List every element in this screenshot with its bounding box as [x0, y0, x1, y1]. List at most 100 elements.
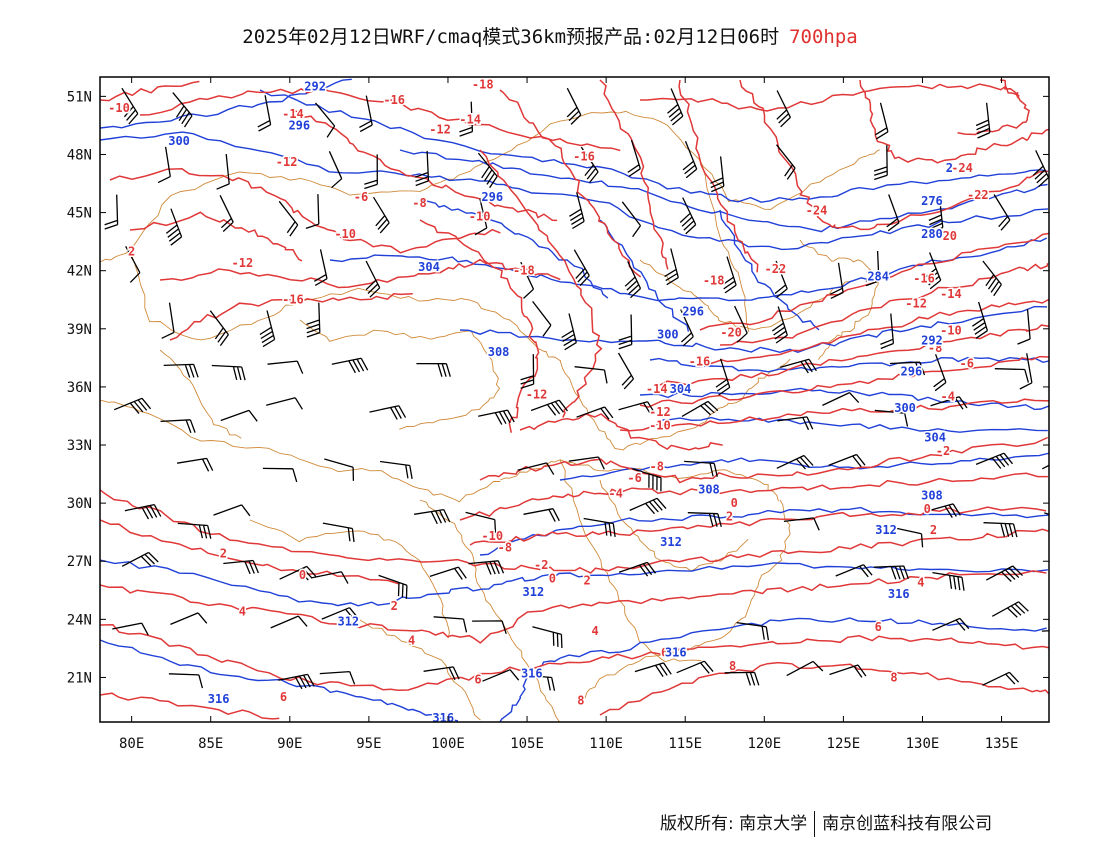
wind-barb [161, 302, 175, 339]
temperature-contour [159, 258, 561, 289]
wind-barb [566, 87, 582, 125]
lat-tick-label: 39N [67, 322, 92, 338]
wind-barb [982, 671, 1020, 686]
temperature-contour [100, 570, 1047, 644]
wind-barb [305, 194, 320, 230]
temperature-label: -2 [534, 558, 548, 572]
height-contour [649, 356, 1049, 373]
height-contour [259, 89, 1049, 203]
height-label: 316 [208, 692, 230, 706]
temperature-contour [479, 436, 1049, 484]
height-label: 312 [875, 523, 897, 537]
height-label: 308 [921, 488, 943, 502]
temperature-label: -18 [513, 264, 535, 278]
wind-barb [112, 622, 149, 636]
lat-tick-label: 42N [67, 264, 92, 280]
border-line [419, 499, 561, 722]
temperature-contour [100, 489, 1049, 574]
wind-barb [328, 151, 343, 189]
map-frame [99, 76, 1050, 723]
map-axes: 80E 85E 90E 95E 100E 105E 110E 115E 120E 125E 130E… [67, 77, 1049, 752]
height-label: 280 [921, 227, 943, 241]
wind-barb [583, 517, 616, 537]
wind-barb [219, 195, 234, 232]
temperature-label: -14 [940, 287, 962, 301]
wind-barb [865, 250, 880, 287]
lat-tick-label: 48N [67, 147, 92, 163]
wind-barb [972, 301, 989, 339]
wind-barb [413, 508, 451, 525]
temperature-label: 2 [220, 546, 227, 560]
wind-barb [925, 252, 942, 290]
height-label: 296 [682, 304, 704, 318]
wind-barb [664, 248, 679, 286]
wind-barb [722, 256, 737, 294]
lat-tick-label: 30N [67, 496, 92, 512]
wind-barb [715, 358, 731, 396]
wind-barb [157, 146, 171, 184]
height-label: 276 [921, 194, 943, 208]
temperature-contour [699, 232, 1049, 331]
wind-barb [364, 154, 378, 190]
temperature-label: -8 [928, 341, 942, 355]
wind-barb [121, 551, 159, 567]
height-label: 316 [521, 667, 543, 681]
temperature-contour [599, 661, 1049, 716]
temperature-label: -8 [412, 196, 426, 210]
height-contour [419, 199, 609, 299]
wind-barb [314, 102, 336, 138]
wind-barb [734, 305, 748, 343]
wind-barb [532, 626, 563, 649]
wind-barb [634, 662, 672, 677]
wind-barb [278, 200, 299, 237]
height-label: 304 [670, 382, 692, 396]
wind-barb [278, 673, 315, 690]
wind-barb [482, 669, 520, 682]
wind-barb [786, 660, 824, 677]
wind-barb [618, 401, 656, 415]
wind-barb [468, 560, 505, 575]
wind-barb [991, 601, 1029, 618]
temperature-contour [100, 624, 1049, 692]
wind-barb [209, 310, 229, 346]
wind-barb [172, 92, 193, 128]
wind-barb [369, 405, 407, 420]
temperature-label: -10 [469, 209, 491, 223]
height-label: 312 [337, 614, 359, 628]
map-title: 2025年02月12日WRF/cmaq模式36km预报产品:02月12日06时 7… [0, 22, 1100, 49]
wind-barb [429, 566, 467, 580]
wind-barb [676, 660, 714, 674]
wind-barb [125, 245, 141, 283]
wind-barb [627, 139, 641, 177]
wind-barb [270, 615, 308, 629]
wind-barb [160, 419, 196, 434]
temperature-contour [678, 79, 759, 273]
temperature-label: -12 [526, 388, 548, 402]
lat-tick-label: 24N [67, 612, 92, 628]
temperature-label: -22 [967, 188, 989, 202]
wind-barb [423, 666, 460, 681]
wind-barb [621, 201, 642, 238]
temperature-label: 8 [890, 670, 897, 684]
wind-barb [313, 249, 328, 286]
wind-barb [257, 95, 272, 132]
wind-barb [679, 197, 697, 235]
temperature-label: -16 [913, 271, 935, 285]
temperature-contour [619, 398, 1049, 432]
wind-barb [783, 517, 820, 531]
wind-barb [667, 88, 684, 126]
height-contour [329, 237, 1048, 302]
wind-barb [478, 409, 515, 425]
height-contour [659, 416, 1048, 433]
wind-barb [176, 457, 214, 472]
temperature-label: -10 [649, 419, 671, 433]
wind-barb [985, 565, 1023, 582]
temperature-label: -18 [703, 273, 725, 287]
wind-barb [880, 313, 895, 350]
copyright-owner: 版权所有: 南京大学 [660, 814, 808, 834]
temperature-label: -16 [573, 149, 595, 163]
wind-barb [472, 620, 507, 634]
temperature-label: 6 [280, 690, 287, 704]
lat-tick-label: 45N [67, 206, 92, 222]
lon-tick-label: 90E [277, 736, 302, 752]
